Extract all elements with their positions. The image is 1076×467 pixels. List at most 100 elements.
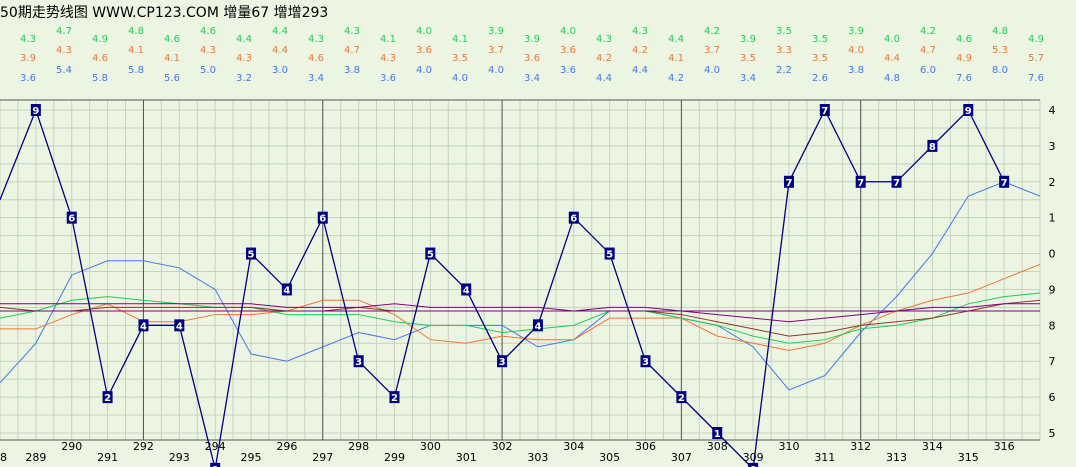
stat-top-value: 4.2 xyxy=(920,26,936,37)
digit-label: 5 xyxy=(248,250,255,261)
digit-marker xyxy=(999,175,1010,188)
digit-label: 3 xyxy=(355,357,362,368)
digit-marker xyxy=(927,139,938,152)
y-tick-label: 9 xyxy=(1049,283,1056,296)
digit-label: 7 xyxy=(1001,178,1008,189)
stat-top-value: 4.3 xyxy=(20,34,36,45)
series-line xyxy=(0,303,1040,323)
stat-top-value: 3.5 xyxy=(776,26,792,37)
digit-marker xyxy=(676,391,687,404)
stat-bottom-value: 7.6 xyxy=(956,73,972,84)
x-tick-label: 293 xyxy=(169,451,190,464)
x-tick-label: 302 xyxy=(492,440,513,453)
digit-label: 7 xyxy=(857,178,864,189)
digit-label: 2 xyxy=(391,393,398,404)
digit-marker xyxy=(102,391,113,404)
x-tick-label: 290 xyxy=(61,440,82,453)
stat-bottom-value: 4.0 xyxy=(416,65,432,76)
stat-middle-value: 3.6 xyxy=(416,45,432,56)
digit-marker xyxy=(425,247,436,260)
stat-middle-value: 3.5 xyxy=(452,53,468,64)
stat-top-value: 4.2 xyxy=(704,26,720,37)
stat-top-value: 4.6 xyxy=(200,26,216,37)
stat-top-value: 4.3 xyxy=(344,26,360,37)
x-tick-label: 298 xyxy=(348,440,369,453)
stat-top-value: 4.1 xyxy=(452,34,468,45)
y-tick-label: 3 xyxy=(1049,140,1056,153)
stat-middle-value: 4.1 xyxy=(164,53,180,64)
stats-rows: 4.3 4.7 4.9 4.8 4.6 4.6 4.4 4.4 4.3 4.3 4.1 4.0 4.1 3… xyxy=(20,26,1044,84)
stat-top-value: 3.5 xyxy=(812,34,828,45)
stat-bottom-value: 5.8 xyxy=(92,73,108,84)
stat-bottom-value: 4.0 xyxy=(704,65,720,76)
digit-marker xyxy=(748,462,759,467)
stat-bottom-value: 2.2 xyxy=(776,65,792,76)
stat-middle-value: 3.7 xyxy=(488,45,504,56)
x-tick-label: 296 xyxy=(276,440,297,453)
x-tick-label: 312 xyxy=(850,440,871,453)
stat-top-value: 4.9 xyxy=(1028,34,1044,45)
stat-middle-value: 4.6 xyxy=(92,53,108,64)
digit-marker xyxy=(783,175,794,188)
x-tick-label: 301 xyxy=(456,451,477,464)
stat-bottom-value: 5.6 xyxy=(164,73,180,84)
stat-middle-value: 3.6 xyxy=(560,45,576,56)
stat-top-value: 3.9 xyxy=(488,26,504,37)
stat-bottom-value: 3.6 xyxy=(380,73,396,84)
digit-label: 6 xyxy=(319,214,326,225)
digit-marker xyxy=(604,247,615,260)
stat-bottom-value: 4.0 xyxy=(452,73,468,84)
digit-marker xyxy=(532,319,543,332)
stat-bottom-value: 3.4 xyxy=(740,73,756,84)
digit-label: 4 xyxy=(176,321,183,332)
x-tick-label: 291 xyxy=(97,451,118,464)
stat-middle-value: 4.1 xyxy=(668,53,684,64)
digit-marker xyxy=(281,283,292,296)
stat-middle-value: 4.7 xyxy=(920,45,936,56)
y-tick-label: 1 xyxy=(1049,212,1056,225)
x-tick-label: 306 xyxy=(635,440,656,453)
stat-top-value: 4.6 xyxy=(956,34,972,45)
y-tick-label: 6 xyxy=(1049,391,1056,404)
stat-middle-value: 3.3 xyxy=(776,45,792,56)
x-tick-label: 316 xyxy=(994,440,1015,453)
x-tick-label: 289 xyxy=(25,451,46,464)
digit-labels: 9 6 2 4 4 0 5 4 6 3 2 5 4 3 4 6 5 3 2 1 0 7 7 7 7 8 9 7 xyxy=(30,104,1010,467)
stat-middle-value: 4.3 xyxy=(200,45,216,56)
x-tick-label: 313 xyxy=(886,451,907,464)
stat-top-value: 3.9 xyxy=(524,34,540,45)
stat-bottom-value: 3.0 xyxy=(272,65,288,76)
stat-top-value: 4.0 xyxy=(416,26,432,37)
digit-label: 3 xyxy=(499,357,506,368)
x-tick-label: 310 xyxy=(778,440,799,453)
series-line xyxy=(0,263,1041,351)
stat-top-value: 4.3 xyxy=(632,26,648,37)
stat-bottom-value: 5.0 xyxy=(200,65,216,76)
x-tick-label: 303 xyxy=(527,451,548,464)
stat-middle-value: 4.1 xyxy=(128,45,144,56)
stat-bottom-value: 4.0 xyxy=(488,65,504,76)
stat-bottom-value: 3.2 xyxy=(236,73,252,84)
x-tick-label: 305 xyxy=(599,451,620,464)
stat-middle-value: 3.9 xyxy=(20,53,36,64)
stat-middle-value: 3.5 xyxy=(740,53,756,64)
y-tick-label: 5 xyxy=(1049,427,1056,440)
digit-marker xyxy=(174,319,185,332)
stat-middle-value: 4.3 xyxy=(380,53,396,64)
stat-middle-value: 4.3 xyxy=(56,45,72,56)
digit-label: 4 xyxy=(463,285,470,296)
stat-bottom-value: 2.6 xyxy=(812,73,828,84)
stat-bottom-value: 4.4 xyxy=(632,65,648,76)
stat-middle-value: 3.6 xyxy=(524,53,540,64)
digit-marker xyxy=(461,283,472,296)
stat-top-value: 4.3 xyxy=(308,34,324,45)
chart-title: 50期走势线图 WWW.CP123.COM 增量67 增增293 xyxy=(0,5,329,21)
digit-marker xyxy=(389,391,400,404)
stat-bottom-value: 3.6 xyxy=(560,65,576,76)
digit-label: 9 xyxy=(965,106,972,117)
stat-top-value: 4.9 xyxy=(92,34,108,45)
stat-bottom-value: 4.4 xyxy=(596,73,612,84)
digit-label: 0 xyxy=(750,465,757,467)
x-tick-label: 297 xyxy=(312,451,333,464)
